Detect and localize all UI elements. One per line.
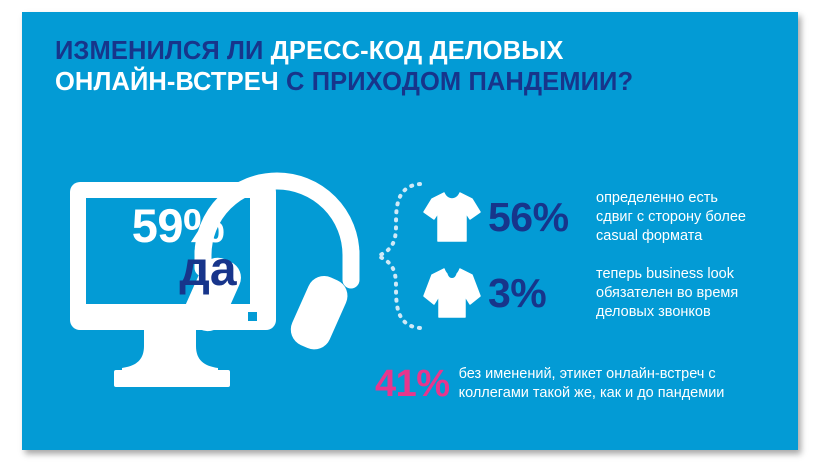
t-shirt-icon bbox=[422, 188, 482, 246]
dotted-curly-brace-icon bbox=[372, 182, 422, 330]
headphone-band bbox=[194, 172, 360, 264]
main-stat-illustration: 59% да bbox=[62, 130, 362, 390]
footnote-value: 41% bbox=[375, 363, 450, 405]
headline-line-2-dark: С ПРИХОДОМ ПАНДЕМИИ? bbox=[286, 68, 634, 96]
infographic-poster: ИЗМЕНИЛСЯ ЛИ ДРЕСС-КОД ДЕЛОВЫХ ОНЛАЙН-ВС… bbox=[22, 12, 798, 450]
long-sleeve-shirt-icon bbox=[422, 264, 482, 322]
headline-line-2-light: ОНЛАЙН-ВСТРЕЧ bbox=[55, 68, 287, 96]
stat-description: теперь business look обязателен во время… bbox=[596, 265, 739, 320]
monitor-power-indicator bbox=[248, 312, 257, 321]
page-title: ИЗМЕНИЛСЯ ЛИ ДРЕСС-КОД ДЕЛОВЫХ ОНЛАЙН-ВС… bbox=[55, 36, 755, 98]
t-shirt-glyph bbox=[423, 192, 481, 242]
headline-line-1-dark: ИЗМЕНИЛСЯ ЛИ bbox=[55, 37, 271, 65]
main-stat-value: 59% bbox=[131, 199, 225, 252]
headline-line-2: ОНЛАЙН-ВСТРЕЧ С ПРИХОДОМ ПАНДЕМИИ? bbox=[55, 67, 755, 98]
stat-value: 3% bbox=[488, 270, 547, 316]
stat-row: 3% теперь business look обязателен во вр… bbox=[422, 264, 738, 322]
monitor-base bbox=[114, 370, 230, 387]
monitor-with-headphones-icon bbox=[70, 172, 360, 387]
footnote-description: без именений, этикет онлайн-встреч с кол… bbox=[458, 366, 725, 401]
main-stat-label: да bbox=[179, 243, 237, 296]
headline-line-1: ИЗМЕНИЛСЯ ЛИ ДРЕСС-КОД ДЕЛОВЫХ bbox=[55, 36, 755, 67]
monitor-neck bbox=[122, 330, 218, 376]
stat-row: 56% определенно есть сдвиг с сторону бол… bbox=[422, 188, 746, 246]
headphone-earcup-left bbox=[184, 257, 241, 332]
stat-value: 56% bbox=[488, 194, 569, 240]
headphone-earcup-right bbox=[290, 276, 348, 350]
footnote-stat: 41% без именений, этикет онлайн-встреч с… bbox=[375, 364, 724, 404]
long-sleeve-shirt-glyph bbox=[423, 268, 481, 318]
headline-line-1-light: ДРЕСС-КОД ДЕЛОВЫХ bbox=[270, 37, 564, 65]
stat-description: определенно есть сдвиг с сторону более c… bbox=[596, 189, 746, 244]
